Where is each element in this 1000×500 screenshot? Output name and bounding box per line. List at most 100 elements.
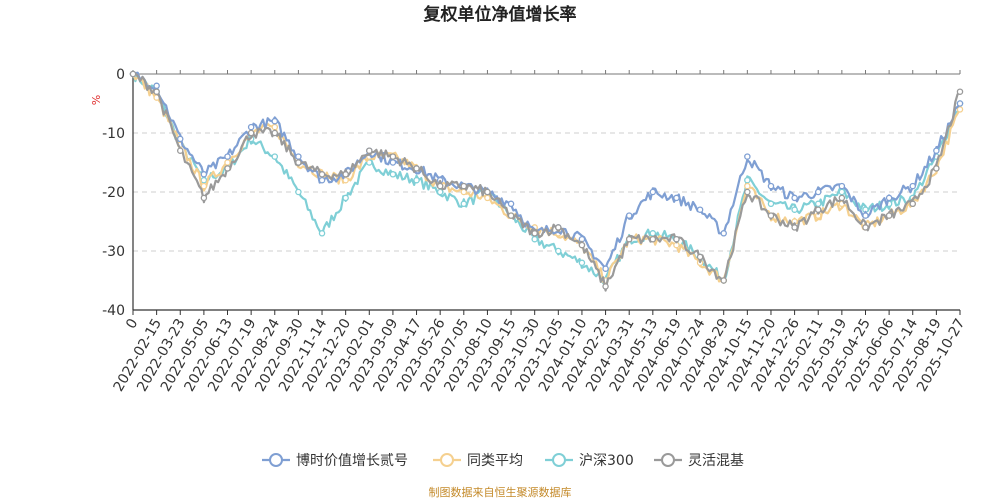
- data-point: [342, 171, 349, 178]
- data-point: [885, 212, 893, 219]
- data-point: [838, 182, 846, 190]
- data-point: [153, 88, 160, 95]
- series-line: [132, 71, 961, 269]
- legend[interactable]: 博时价值增长贰号 同类平均 沪深300 灵活混基: [262, 452, 744, 469]
- data-point: [531, 230, 538, 237]
- data-point: [744, 182, 751, 190]
- data-point: [625, 212, 633, 219]
- data-point: [814, 188, 822, 196]
- x-tick-label: 0: [123, 316, 141, 332]
- data-point: [673, 235, 680, 243]
- data-point: [413, 165, 420, 172]
- data-point: [295, 159, 302, 166]
- data-point: [720, 230, 727, 237]
- data-point: [791, 194, 798, 202]
- y-tick-label: -10: [102, 126, 125, 142]
- data-point: [933, 147, 940, 154]
- data-point: [460, 188, 468, 196]
- data-point: [271, 153, 279, 160]
- data-point: [224, 159, 231, 166]
- y-tick-label: 0: [116, 67, 125, 83]
- series-line: [132, 72, 961, 292]
- data-point: [649, 235, 657, 243]
- data-point: [838, 188, 846, 196]
- data-point: [956, 100, 964, 107]
- data-point: [862, 212, 869, 219]
- data-point: [649, 230, 657, 237]
- data-point: [555, 224, 562, 231]
- data-point: [814, 200, 822, 208]
- data-point: [956, 88, 964, 95]
- data-point: [153, 82, 160, 90]
- data-point: [602, 283, 609, 290]
- data-point: [295, 153, 302, 160]
- data-point: [342, 176, 349, 184]
- y-axis-unit-label: %: [89, 95, 102, 105]
- series-line: [131, 73, 961, 286]
- data-point: [744, 153, 751, 160]
- legend-marker: [269, 453, 283, 467]
- data-point: [436, 182, 444, 190]
- legend-marker: [552, 453, 566, 467]
- legend-item-3[interactable]: 灵活混基: [654, 452, 744, 469]
- data-point: [200, 176, 208, 184]
- data-point: [177, 135, 184, 143]
- legend-label: 沪深300: [579, 453, 634, 469]
- data-point: [318, 171, 326, 178]
- y-tick-label: -20: [102, 185, 125, 201]
- data-point: [177, 147, 184, 154]
- data-point: [342, 194, 349, 202]
- data-point: [271, 129, 279, 137]
- data-point: [200, 182, 208, 190]
- data-point: [318, 230, 326, 237]
- data-point: [625, 235, 633, 243]
- series-line: [131, 72, 962, 285]
- data-point: [791, 224, 798, 231]
- data-point: [271, 117, 279, 125]
- data-point: [885, 194, 893, 202]
- series-layer: [129, 70, 964, 292]
- data-point: [507, 200, 515, 208]
- data-point: [767, 200, 775, 208]
- data-point: [200, 194, 208, 202]
- grid-layer: [133, 132, 960, 252]
- data-point: [389, 153, 397, 160]
- data-point: [744, 188, 751, 196]
- data-point: [389, 159, 397, 166]
- chart-title: 复权单位净值增长率: [423, 4, 577, 25]
- data-point: [909, 200, 916, 208]
- series-3: [129, 70, 964, 292]
- data-point: [247, 129, 255, 137]
- data-point: [507, 212, 515, 219]
- legend-item-1[interactable]: 同类平均: [433, 453, 523, 469]
- y-tick-label: -30: [102, 244, 125, 260]
- data-point: [956, 106, 964, 113]
- data-point: [460, 182, 468, 190]
- data-point: [224, 153, 231, 160]
- legend-item-0[interactable]: 博时价值增长贰号: [262, 452, 408, 469]
- data-point: [578, 241, 586, 249]
- data-point: [555, 247, 562, 255]
- data-point: [838, 194, 846, 202]
- series-0: [129, 70, 964, 272]
- data-point: [673, 194, 680, 202]
- data-point: [460, 200, 468, 208]
- data-point: [696, 253, 704, 261]
- data-source-note: 制图数据来自恒生聚源数据库: [429, 485, 572, 499]
- data-point: [862, 224, 869, 231]
- legend-marker: [661, 453, 675, 467]
- data-point: [484, 188, 491, 196]
- data-point: [531, 235, 538, 243]
- data-point: [271, 123, 279, 131]
- data-point: [602, 265, 609, 272]
- data-point: [436, 188, 444, 196]
- series-1: [129, 70, 964, 286]
- data-point: [413, 176, 420, 184]
- data-point: [720, 277, 727, 284]
- data-point: [767, 212, 775, 219]
- data-point: [129, 70, 137, 78]
- legend-item-2[interactable]: 沪深300: [545, 453, 634, 469]
- data-point: [578, 259, 586, 267]
- data-point: [649, 188, 657, 196]
